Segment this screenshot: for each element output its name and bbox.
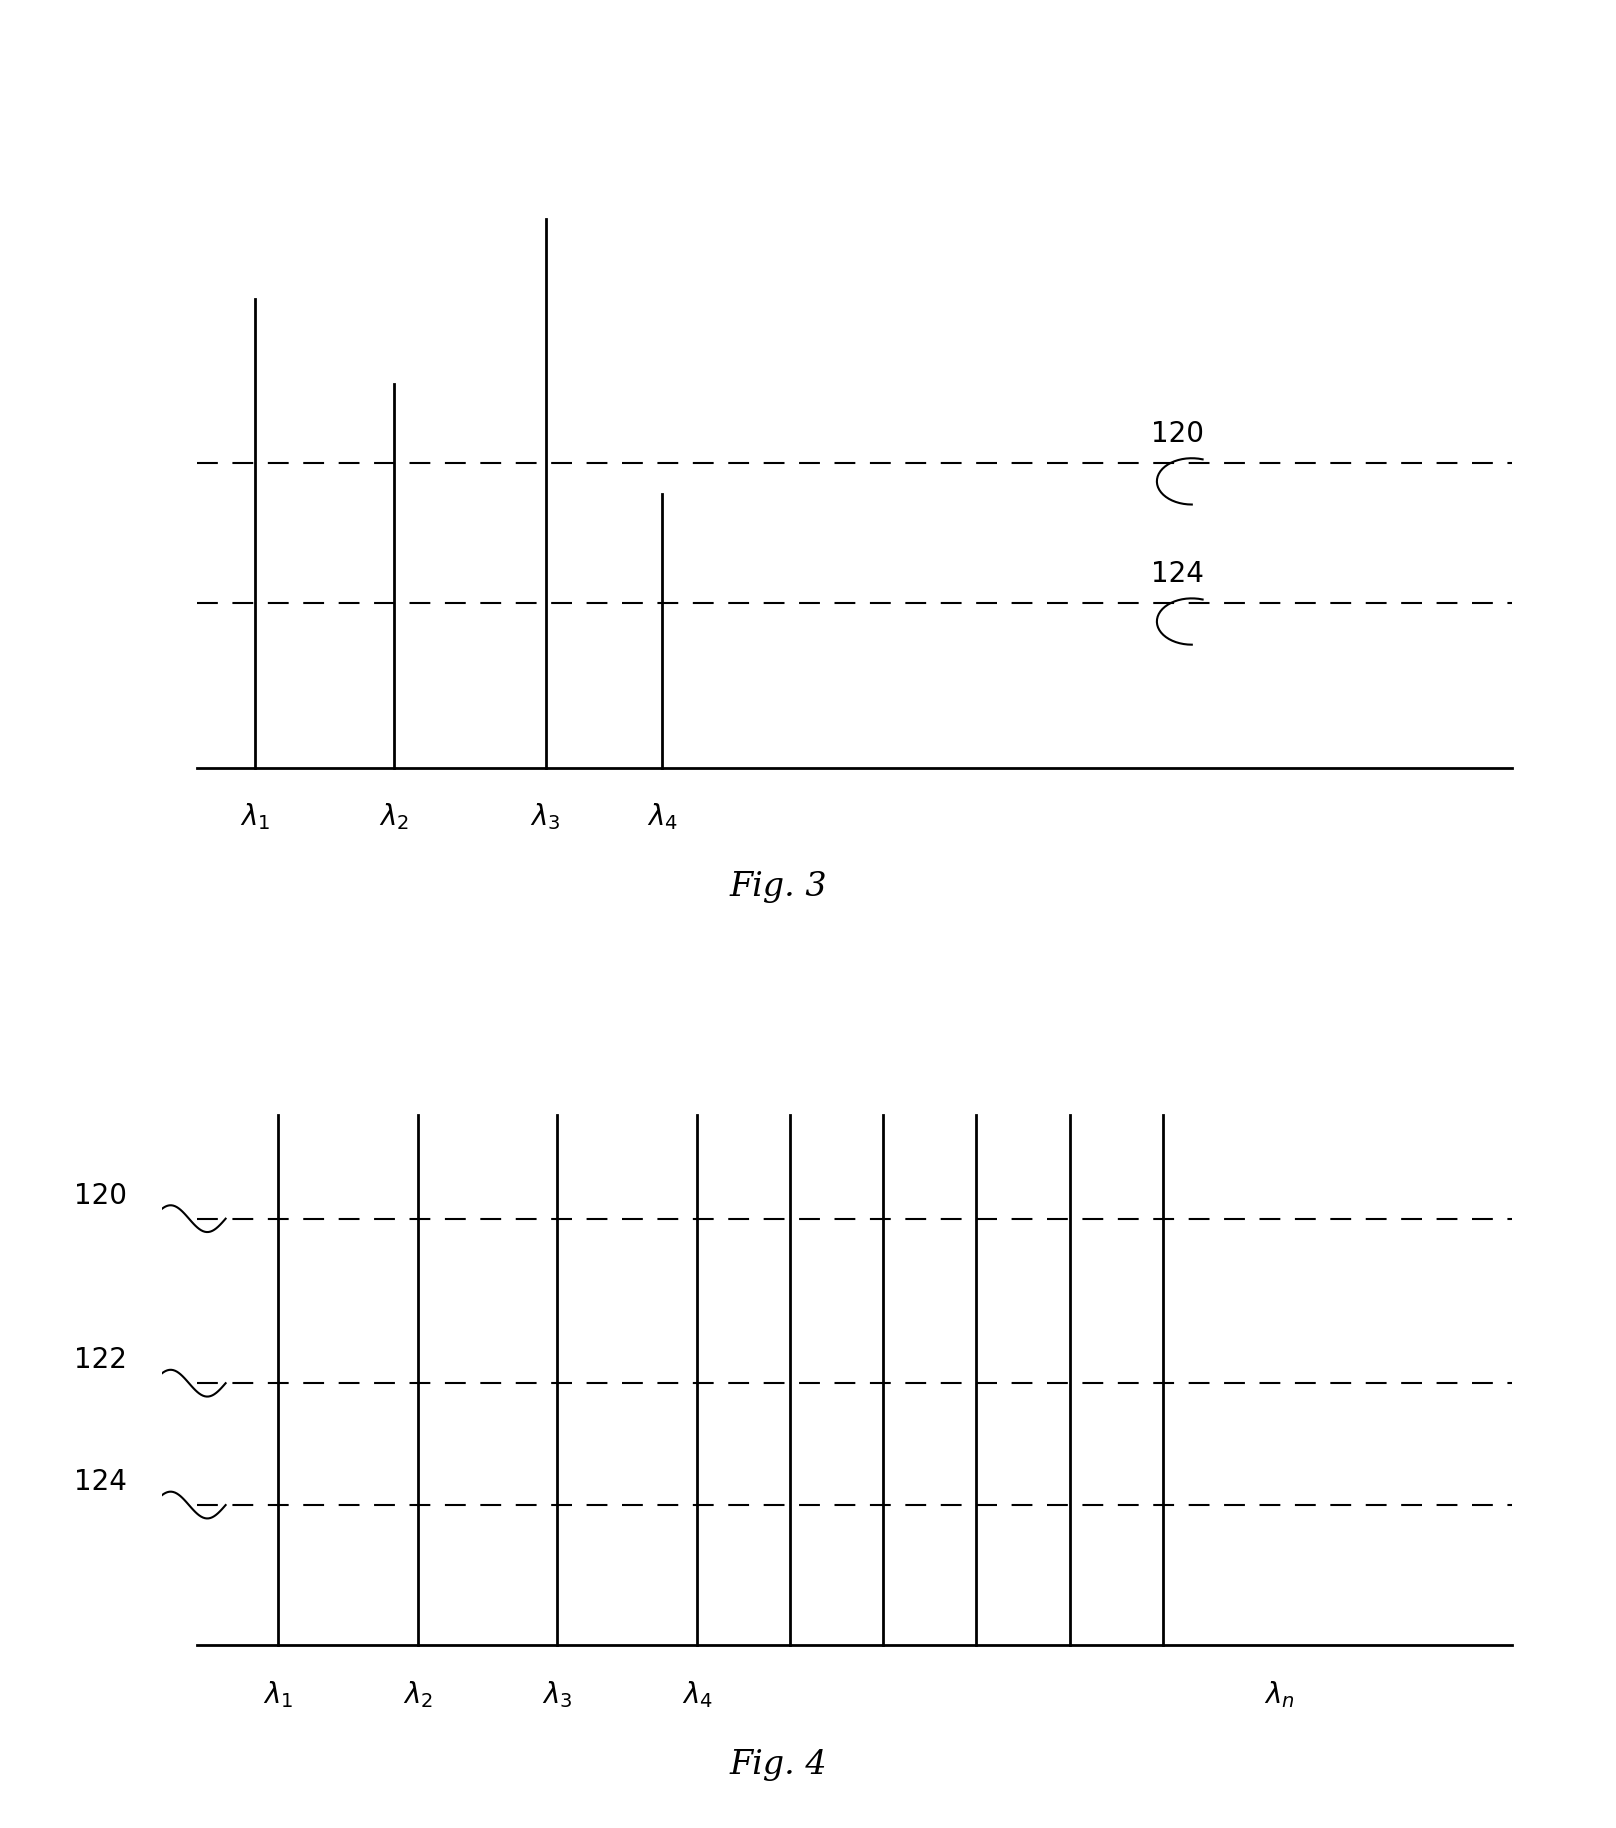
Text: $\lambda_1$: $\lambda_1$	[239, 801, 270, 832]
Text: 124: 124	[1151, 559, 1204, 589]
Text: Fig. 3: Fig. 3	[730, 872, 827, 903]
Text: $\lambda_1$: $\lambda_1$	[263, 1678, 292, 1709]
Text: $\lambda_4$: $\lambda_4$	[682, 1678, 713, 1709]
Text: $\lambda_n$: $\lambda_n$	[1264, 1678, 1294, 1709]
Text: 120: 120	[74, 1181, 126, 1210]
Text: Fig. 4: Fig. 4	[730, 1749, 827, 1780]
Text: $\lambda_2$: $\lambda_2$	[402, 1678, 433, 1709]
Text: $\lambda_2$: $\lambda_2$	[380, 801, 409, 832]
Text: 120: 120	[1151, 420, 1204, 448]
Text: $\lambda_3$: $\lambda_3$	[541, 1678, 572, 1709]
Text: 124: 124	[74, 1468, 126, 1495]
Text: $\lambda_3$: $\lambda_3$	[530, 801, 561, 832]
Text: $\lambda_4$: $\lambda_4$	[646, 801, 677, 832]
Text: 122: 122	[74, 1345, 126, 1375]
